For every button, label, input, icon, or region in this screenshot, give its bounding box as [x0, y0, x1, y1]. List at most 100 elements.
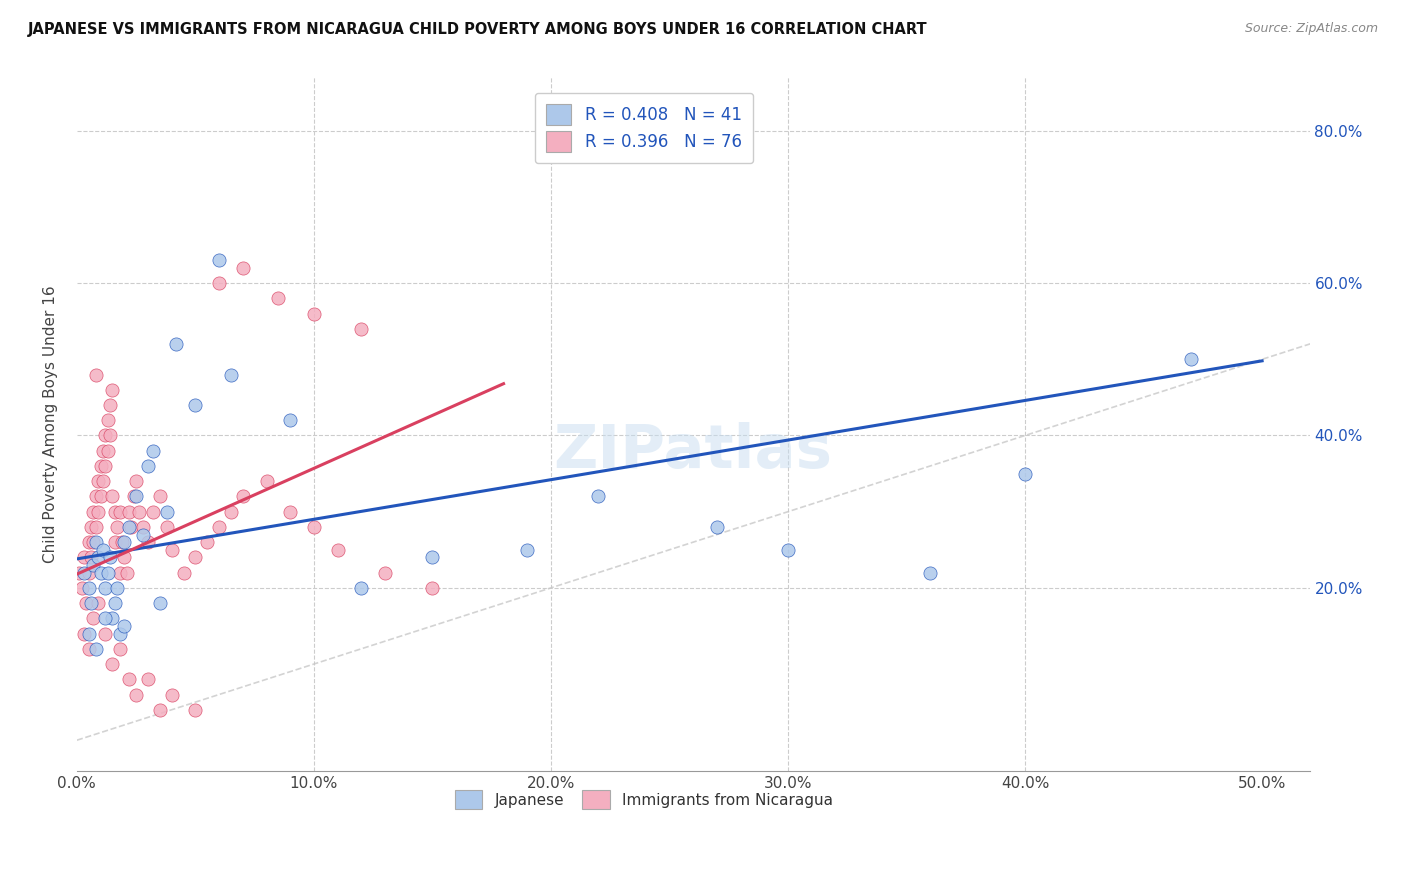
Point: [97, 443, 120, 458]
Point: [132, 520, 155, 534]
Point: [108, 641, 131, 656]
Point: [84, 368, 107, 382]
Point: [73, 626, 96, 640]
Point: [122, 490, 145, 504]
Point: [112, 619, 135, 633]
Point: [90, 490, 112, 504]
Point: [588, 490, 610, 504]
Point: [75, 596, 97, 610]
Point: [108, 626, 131, 640]
Point: [82, 505, 104, 519]
Point: [94, 458, 117, 473]
Point: [101, 490, 124, 504]
Point: [208, 253, 231, 268]
Point: [184, 550, 207, 565]
Point: [165, 337, 187, 351]
Point: [278, 413, 301, 427]
Point: [82, 611, 104, 625]
Point: [87, 550, 110, 565]
Point: [104, 596, 127, 610]
Point: [350, 322, 373, 336]
Point: [160, 688, 183, 702]
Point: [125, 490, 148, 504]
Point: [80, 550, 103, 565]
Point: [84, 520, 107, 534]
Point: [82, 558, 104, 572]
Point: [112, 535, 135, 549]
Point: [136, 458, 159, 473]
Point: [118, 520, 141, 534]
Point: [98, 550, 121, 565]
Point: [142, 505, 165, 519]
Point: [90, 458, 112, 473]
Point: [108, 505, 131, 519]
Point: [256, 474, 278, 488]
Text: ZIPatlas: ZIPatlas: [554, 422, 832, 482]
Point: [84, 490, 107, 504]
Point: [111, 535, 134, 549]
Point: [67, 566, 90, 580]
Point: [77, 581, 100, 595]
Point: [97, 566, 120, 580]
Point: [142, 443, 165, 458]
Point: [125, 474, 148, 488]
Point: [98, 428, 121, 442]
Point: [516, 542, 538, 557]
Point: [184, 398, 207, 412]
Point: [77, 641, 100, 656]
Point: [302, 520, 325, 534]
Point: [101, 383, 124, 397]
Point: [118, 505, 141, 519]
Point: [156, 520, 179, 534]
Point: [73, 566, 96, 580]
Text: JAPANESE VS IMMIGRANTS FROM NICARAGUA CHILD POVERTY AMONG BOYS UNDER 16 CORRELAT: JAPANESE VS IMMIGRANTS FROM NICARAGUA CH…: [28, 22, 928, 37]
Point: [91, 474, 114, 488]
Point: [105, 581, 128, 595]
Point: [219, 368, 242, 382]
Point: [94, 611, 117, 625]
Point: [128, 505, 150, 519]
Point: [173, 566, 195, 580]
Point: [77, 535, 100, 549]
Point: [208, 520, 231, 534]
Point: [104, 535, 127, 549]
Point: [776, 542, 799, 557]
Point: [118, 673, 141, 687]
Point: [101, 611, 124, 625]
Point: [87, 474, 110, 488]
Point: [326, 542, 349, 557]
Point: [98, 398, 121, 412]
Point: [87, 505, 110, 519]
Point: [77, 566, 100, 580]
Point: [87, 596, 110, 610]
Point: [91, 542, 114, 557]
Point: [80, 520, 103, 534]
Point: [149, 490, 172, 504]
Point: [195, 535, 218, 549]
Point: [232, 260, 254, 275]
Point: [84, 535, 107, 549]
Point: [149, 596, 172, 610]
Point: [1180, 352, 1202, 367]
Point: [136, 673, 159, 687]
Point: [149, 703, 172, 717]
Point: [132, 527, 155, 541]
Point: [104, 505, 127, 519]
Point: [101, 657, 124, 671]
Point: [232, 490, 254, 504]
Point: [94, 581, 117, 595]
Point: [136, 535, 159, 549]
Point: [84, 641, 107, 656]
Point: [278, 505, 301, 519]
Point: [82, 535, 104, 549]
Legend: Japanese, Immigrants from Nicaragua: Japanese, Immigrants from Nicaragua: [449, 784, 839, 815]
Point: [108, 566, 131, 580]
Point: [120, 520, 142, 534]
Point: [73, 550, 96, 565]
Point: [94, 428, 117, 442]
Point: [91, 443, 114, 458]
Point: [219, 505, 242, 519]
Point: [706, 520, 728, 534]
Point: [422, 550, 444, 565]
Point: [105, 520, 128, 534]
